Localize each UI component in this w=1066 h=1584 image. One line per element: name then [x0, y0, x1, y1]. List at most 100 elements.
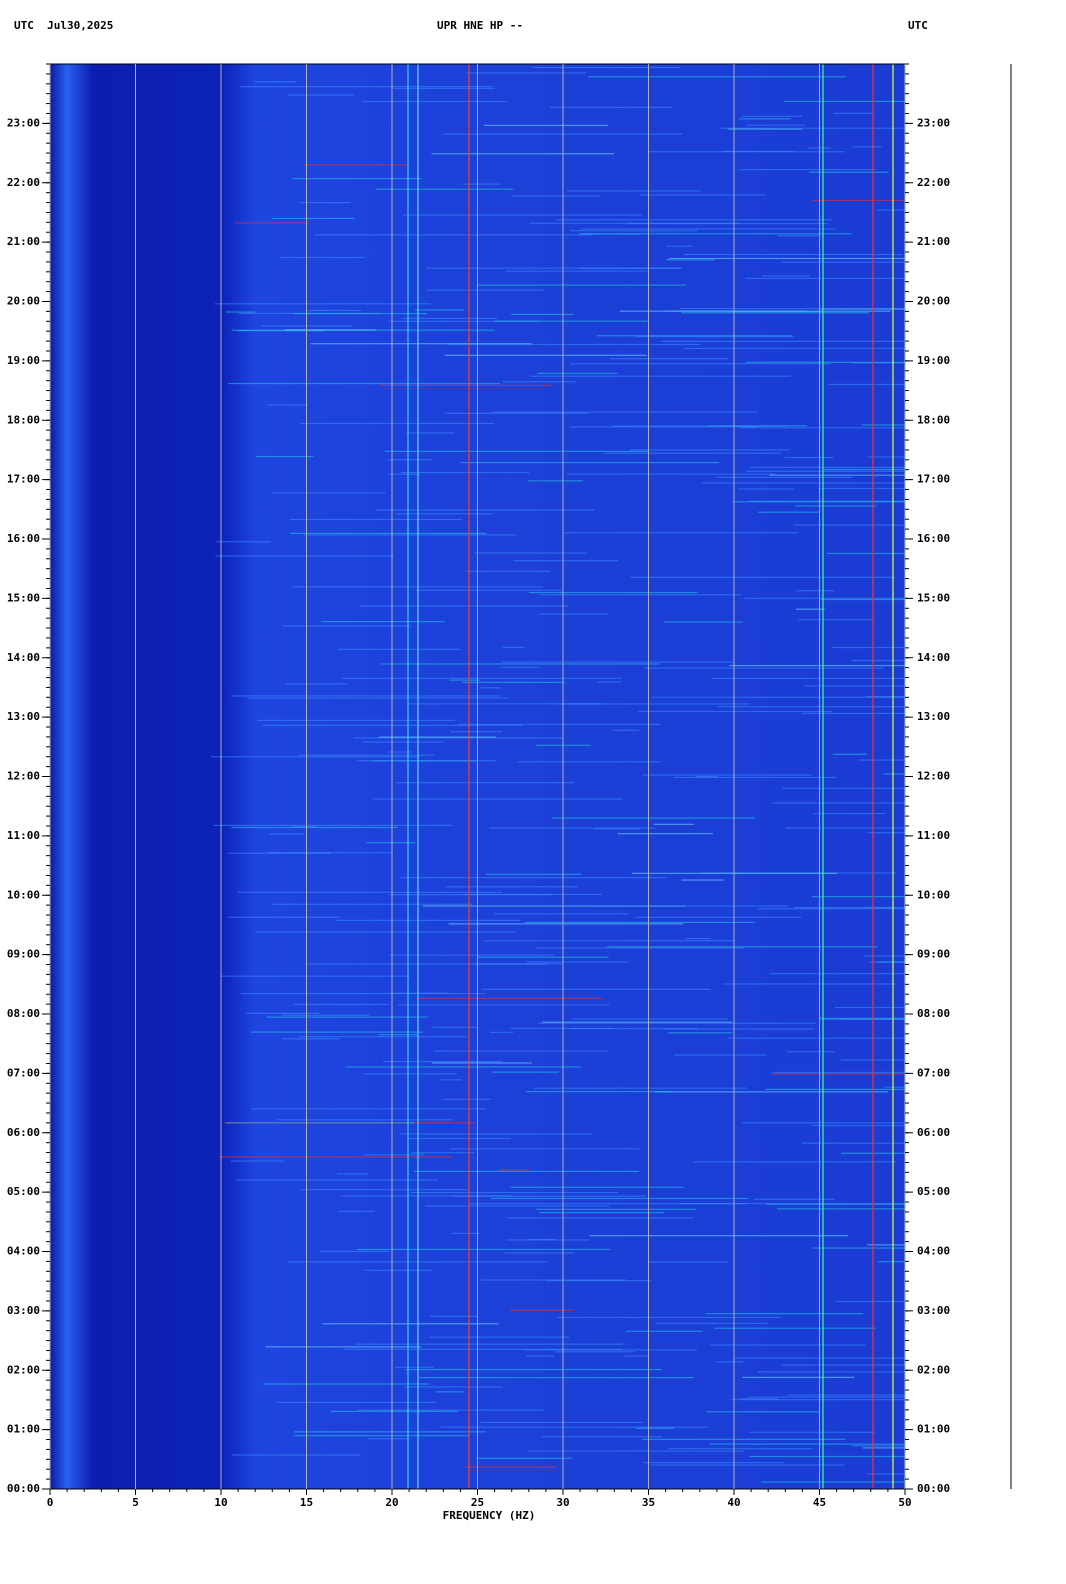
texture-streak [535, 1208, 696, 1210]
texture-streak [465, 570, 550, 572]
texture-streak [507, 1217, 694, 1219]
y-tick-label: 00:00 [917, 1482, 950, 1495]
texture-streak [668, 257, 905, 260]
y-tick-label: 22:00 [917, 176, 950, 189]
texture-streak [877, 1261, 905, 1263]
texture-streak [526, 961, 629, 963]
texture-streak [651, 696, 905, 698]
texture-streak [528, 480, 583, 482]
texture-streak [650, 1464, 845, 1466]
texture-streak [226, 1122, 415, 1124]
texture-streak [476, 1457, 572, 1459]
texture-streak [742, 1376, 855, 1378]
texture-streak [883, 773, 905, 775]
texture-streak [414, 309, 464, 311]
texture-streak [852, 146, 882, 148]
y-tick-label: 16:00 [7, 532, 40, 545]
texture-streak [387, 751, 412, 753]
texture-streak [292, 825, 317, 828]
texture-streak [387, 473, 421, 475]
texture-streak [569, 426, 758, 428]
texture-streak [630, 576, 895, 578]
y-tick-label: 11:00 [917, 829, 950, 842]
texture-streak [765, 1088, 905, 1090]
texture-streak [426, 289, 545, 291]
texture-streak [276, 1401, 437, 1404]
texture-streak [380, 663, 660, 665]
texture-streak [812, 1247, 905, 1249]
texture-streak [612, 729, 640, 731]
texture-streak [235, 1179, 438, 1181]
texture-streak [681, 312, 869, 314]
texture-streak [353, 737, 564, 739]
texture-streak [336, 919, 521, 921]
y-tick-label: 14:00 [7, 651, 40, 664]
texture-streak [749, 1431, 876, 1433]
texture-streak [550, 106, 673, 109]
texture-line [417, 64, 419, 1489]
texture-streak [364, 1269, 432, 1271]
y-tick-label: 20:00 [917, 295, 950, 308]
texture-streak [477, 956, 609, 958]
texture-streak [465, 1466, 556, 1468]
texture-streak [502, 381, 576, 383]
texture-streak [820, 1018, 905, 1020]
texture-streak [747, 1396, 905, 1398]
texture-streak [444, 354, 647, 356]
texture-streak [320, 1250, 390, 1252]
texture-streak [458, 723, 661, 726]
texture-streak [793, 524, 905, 526]
texture-streak [366, 842, 416, 844]
texture-streak [867, 1244, 905, 1246]
texture-streak [480, 1279, 626, 1281]
texture-streak [343, 1348, 622, 1350]
texture-streak [644, 667, 884, 669]
texture-streak [655, 1322, 768, 1324]
texture-streak [801, 1142, 905, 1144]
texture-streak [425, 1205, 610, 1207]
texture-line [822, 64, 824, 1489]
texture-streak [570, 230, 698, 232]
texture-streak [783, 100, 905, 103]
texture-streak [597, 681, 622, 683]
texture-streak [231, 826, 398, 829]
texture-streak [851, 659, 905, 662]
texture-streak [832, 753, 867, 755]
texture-streak [533, 1087, 747, 1089]
texture-streak [497, 1169, 530, 1171]
texture-streak [716, 476, 853, 478]
x-axis-label: FREQUENCY (HZ) [443, 1509, 536, 1522]
texture-streak [225, 311, 256, 313]
texture-streak [709, 1443, 905, 1445]
texture-streak [384, 450, 649, 452]
texture-streak [300, 1189, 469, 1191]
texture-streak [539, 1211, 665, 1214]
y-tick-label: 09:00 [917, 948, 950, 961]
texture-streak [876, 209, 905, 211]
y-tick-label: 13:00 [7, 710, 40, 723]
texture-streak [627, 222, 828, 225]
chart-title: UPR HNE HP -- [437, 19, 523, 32]
texture-streak [367, 1438, 410, 1440]
texture-streak [711, 677, 905, 679]
texture-streak [788, 1394, 905, 1396]
texture-streak [292, 178, 422, 180]
texture-streak [444, 412, 589, 414]
texture-streak [402, 317, 498, 320]
texture-streak [345, 1066, 581, 1068]
texture-streak [429, 1315, 479, 1318]
y-tick-label: 14:00 [917, 651, 950, 664]
y-tick-label: 18:00 [917, 413, 950, 426]
texture-streak [629, 449, 790, 451]
texture-streak [298, 1036, 467, 1038]
texture-streak [215, 555, 394, 557]
texture-streak [538, 1022, 816, 1024]
texture-streak [257, 719, 456, 722]
x-tick-label: 50 [898, 1496, 911, 1509]
texture-streak [435, 1391, 464, 1393]
texture-streak [540, 1436, 663, 1438]
y-tick-label: 21:00 [917, 235, 950, 248]
texture-streak [852, 362, 905, 364]
texture-streak [504, 1252, 575, 1254]
texture-streak [513, 560, 619, 562]
